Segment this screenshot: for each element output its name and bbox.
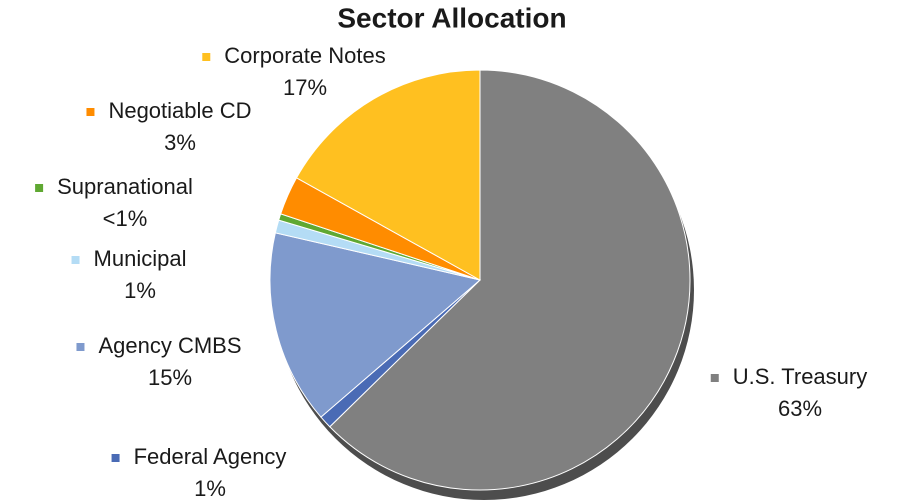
- legend-marker: [71, 256, 80, 264]
- legend-marker: [111, 454, 120, 462]
- legend-label: U.S. Treasury: [733, 364, 867, 389]
- pie-slice: [329, 69, 691, 491]
- legend-label: Corporate Notes: [224, 43, 385, 68]
- pie-slice: [269, 232, 482, 418]
- data-label: 17%: [283, 75, 327, 100]
- legend-label: Negotiable CD: [108, 98, 251, 123]
- legend-marker: [35, 184, 44, 192]
- data-label: <1%: [103, 206, 148, 231]
- data-label: 63%: [778, 396, 822, 421]
- legend-marker: [202, 53, 211, 61]
- slices: [269, 69, 691, 491]
- legend-label: Federal Agency: [134, 444, 287, 469]
- data-label: 1%: [194, 476, 226, 501]
- data-label: 15%: [148, 365, 192, 390]
- data-label: 1%: [124, 278, 156, 303]
- legend-marker: [76, 343, 85, 351]
- legend-marker: [86, 108, 95, 116]
- legend-label: Municipal: [94, 246, 187, 271]
- legend-label: Supranational: [57, 174, 193, 199]
- pie-slice: [295, 69, 481, 281]
- chart-title: Sector Allocation: [337, 2, 566, 33]
- data-label: 3%: [164, 130, 196, 155]
- legend-marker: [710, 374, 719, 382]
- legend-label: Agency CMBS: [98, 333, 241, 358]
